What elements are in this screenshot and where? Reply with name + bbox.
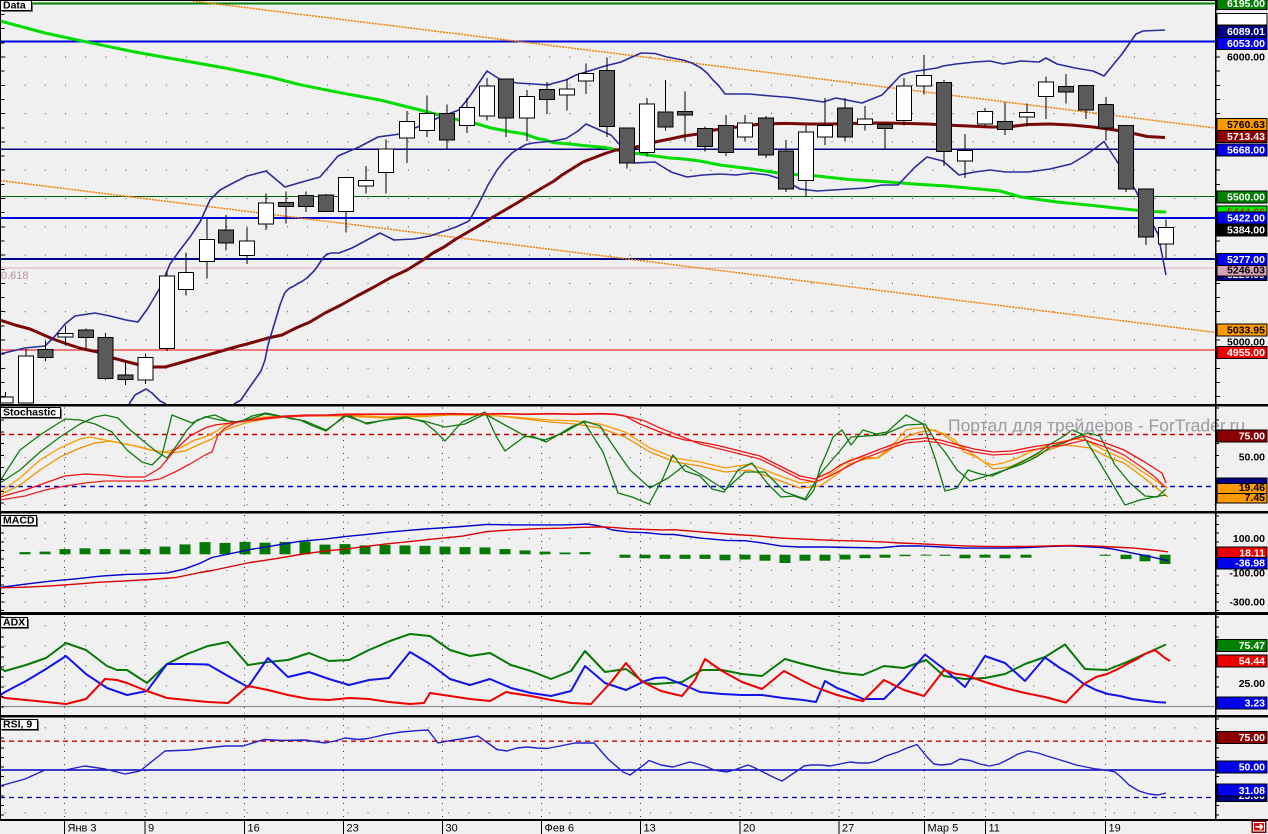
svg-text:30: 30 bbox=[446, 823, 458, 834]
svg-text:5713.43: 5713.43 bbox=[1227, 131, 1265, 143]
svg-text:18.11: 18.11 bbox=[1239, 548, 1265, 560]
svg-text:Мар 5: Мар 5 bbox=[928, 823, 959, 834]
svg-text:Stochastic: Stochastic bbox=[3, 407, 56, 419]
svg-text:0.618: 0.618 bbox=[1, 270, 29, 282]
svg-text:50.00: 50.00 bbox=[1239, 762, 1265, 774]
svg-text:19.46: 19.46 bbox=[1239, 482, 1265, 494]
svg-text:75.00: 75.00 bbox=[1239, 732, 1265, 744]
svg-text:6000.00: 6000.00 bbox=[1227, 51, 1265, 63]
svg-text:4955.00: 4955.00 bbox=[1227, 347, 1265, 359]
svg-text:3.23: 3.23 bbox=[1245, 698, 1266, 710]
svg-text:Фев 6: Фев 6 bbox=[545, 823, 575, 834]
svg-text:Портал для трейдеров - ForTrad: Портал для трейдеров - ForTrader.ru bbox=[948, 416, 1245, 436]
svg-text:13: 13 bbox=[644, 823, 656, 834]
svg-text:-36.98: -36.98 bbox=[1235, 558, 1265, 570]
svg-text:MACD: MACD bbox=[3, 515, 35, 527]
svg-text:5246.03: 5246.03 bbox=[1227, 265, 1265, 277]
svg-text:ADX: ADX bbox=[3, 617, 25, 629]
svg-text:-300.00: -300.00 bbox=[1229, 597, 1265, 609]
svg-text:11: 11 bbox=[989, 823, 1000, 834]
svg-text:-100.00: -100.00 bbox=[1229, 568, 1265, 580]
svg-text:7.45: 7.45 bbox=[1245, 492, 1266, 504]
svg-text:75.47: 75.47 bbox=[1239, 640, 1265, 652]
svg-text:5422.00: 5422.00 bbox=[1227, 213, 1265, 225]
svg-text:6089.01: 6089.01 bbox=[1227, 26, 1265, 38]
svg-text:54.44: 54.44 bbox=[1239, 656, 1265, 668]
svg-text:23: 23 bbox=[347, 823, 359, 834]
svg-text:5384.00: 5384.00 bbox=[1227, 225, 1265, 237]
svg-text:6195.00: 6195.00 bbox=[1227, 0, 1265, 10]
svg-text:Data: Data bbox=[3, 0, 26, 12]
svg-text:Янв 3: Янв 3 bbox=[68, 823, 97, 834]
svg-text:5500.00: 5500.00 bbox=[1227, 192, 1265, 204]
svg-text:6053.00: 6053.00 bbox=[1227, 38, 1265, 50]
svg-text:RSI, 9: RSI, 9 bbox=[3, 719, 32, 731]
svg-text:5668.00: 5668.00 bbox=[1227, 145, 1265, 157]
svg-text:9: 9 bbox=[148, 823, 154, 834]
svg-text:5000.00: 5000.00 bbox=[1227, 336, 1265, 348]
svg-text:5760.63: 5760.63 bbox=[1227, 119, 1265, 131]
svg-text:5277.00: 5277.00 bbox=[1227, 254, 1265, 266]
svg-text:19: 19 bbox=[1109, 823, 1121, 834]
svg-text:5033.95: 5033.95 bbox=[1227, 325, 1265, 337]
svg-text:31.08: 31.08 bbox=[1239, 785, 1265, 797]
svg-text:100.00: 100.00 bbox=[1233, 533, 1265, 545]
svg-text:50.00: 50.00 bbox=[1239, 452, 1265, 464]
svg-text:25.00: 25.00 bbox=[1239, 678, 1265, 690]
svg-text:75.00: 75.00 bbox=[1239, 431, 1265, 443]
svg-text:20: 20 bbox=[743, 823, 755, 834]
svg-text:16: 16 bbox=[248, 823, 260, 834]
svg-text:27: 27 bbox=[842, 823, 854, 834]
